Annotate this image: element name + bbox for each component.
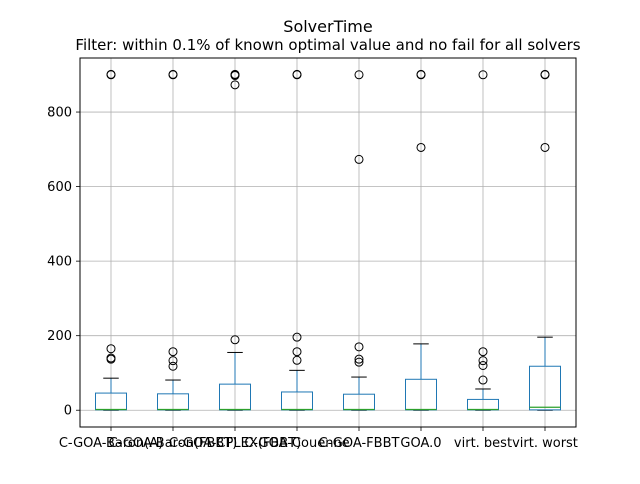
y-tick-label: 600 — [47, 180, 72, 195]
box-5 — [343, 70, 375, 411]
outlier-point — [354, 354, 364, 364]
outlier-point — [354, 357, 364, 367]
plot-frame — [79, 57, 577, 428]
outlier-point — [292, 347, 302, 357]
outlier-point — [168, 69, 178, 79]
outlier-point — [106, 69, 116, 79]
outlier-point — [478, 70, 488, 80]
outlier-point — [168, 347, 178, 357]
x-tick-label: GOA.0 — [400, 436, 441, 451]
outlier-point — [292, 332, 302, 342]
outlier-point — [230, 69, 240, 79]
box-7 — [467, 70, 499, 411]
box-3 — [219, 69, 251, 411]
outlier-point — [416, 142, 426, 152]
outlier-point — [540, 69, 550, 79]
x-tick-label: C-GOA-Couenne — [244, 436, 349, 451]
outlier-point — [354, 70, 364, 80]
outlier-point — [168, 356, 178, 366]
box-8 — [529, 69, 561, 411]
outlier-point — [106, 353, 116, 363]
y-tick-label: 400 — [47, 255, 72, 270]
x-tick-label: C-GOA-CPLEX(FBBT) — [169, 436, 301, 451]
box-1 — [95, 69, 127, 411]
outlier-point — [354, 154, 364, 164]
box-6 — [405, 69, 437, 411]
outlier-point — [230, 80, 240, 90]
y-tick-label: 800 — [47, 106, 72, 121]
x-tick-label: C-GOA-FBBT — [319, 436, 400, 451]
box-4 — [281, 69, 313, 411]
outlier-point — [168, 361, 178, 371]
x-tick-label: virt. best — [454, 436, 512, 451]
outlier-point — [478, 356, 488, 366]
y-tick-label: 0 — [64, 404, 72, 419]
chart-subtitle: Filter: within 0.1% of known optimal val… — [75, 36, 580, 54]
axis-layer: 0 200 400 600 800 C-GOA-Baron(A)C-GOA-Baron(F… — [47, 106, 578, 451]
x-tick-label: C-GOA-Baron(FBBT) — [109, 436, 238, 451]
outlier-point — [540, 142, 550, 152]
outlier-point — [230, 335, 240, 345]
outlier-point — [292, 355, 302, 365]
grid-layer — [80, 58, 576, 427]
x-tick-label: C-GOA-Baron(A) — [59, 436, 163, 451]
plot-layer — [95, 69, 561, 411]
x-tick-label: virt. worst — [512, 436, 578, 451]
outlier-point — [478, 347, 488, 357]
outlier-point — [416, 69, 426, 79]
y-tick-label: 200 — [47, 329, 72, 344]
outlier-point — [478, 375, 488, 385]
outlier-point — [292, 69, 302, 79]
outlier-point — [354, 342, 364, 352]
outlier-point — [478, 361, 488, 370]
box-iqr — [529, 365, 561, 411]
chart-title: SolverTime — [283, 17, 372, 36]
box-2 — [157, 69, 189, 411]
outlier-point — [106, 344, 116, 354]
